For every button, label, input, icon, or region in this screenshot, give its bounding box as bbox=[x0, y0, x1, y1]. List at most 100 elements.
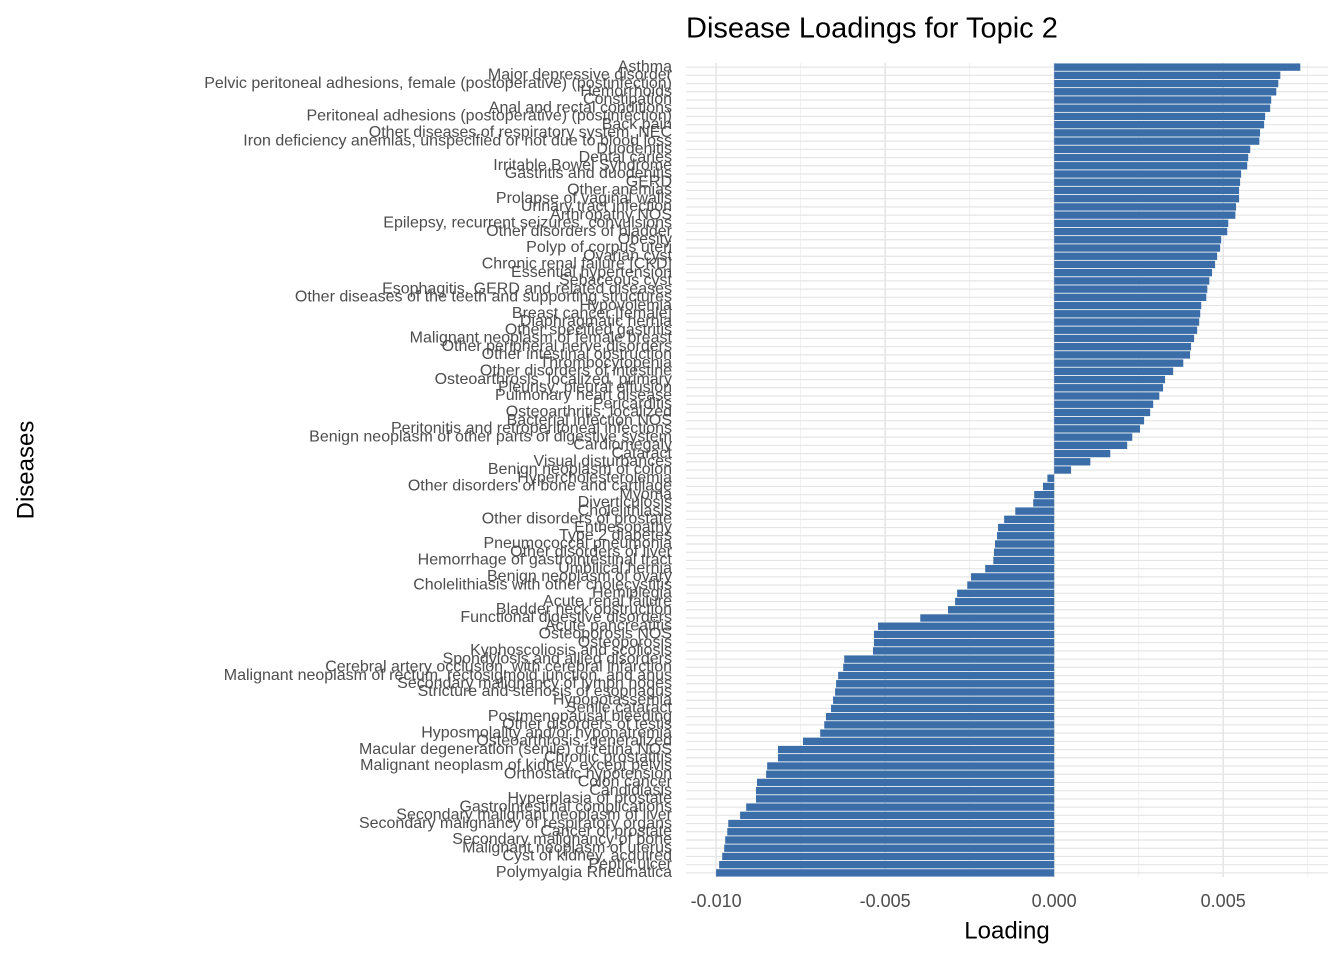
bar bbox=[724, 844, 1055, 852]
bar bbox=[878, 622, 1055, 630]
bar bbox=[1054, 334, 1195, 343]
y-tick-label: Umbilical hernia bbox=[558, 560, 672, 577]
bar bbox=[955, 597, 1055, 606]
y-tick-label: Malignant neoplasm of uterus bbox=[462, 839, 672, 856]
y-tick-label: Cancer of prostate bbox=[540, 823, 672, 840]
y-tick-label: Secondary malignancy of lymph nodes bbox=[397, 675, 672, 692]
bar bbox=[755, 795, 1055, 803]
y-tick-label: Secondary malignancy of bone bbox=[452, 831, 672, 848]
bar bbox=[767, 762, 1055, 770]
bar bbox=[1054, 96, 1272, 104]
y-tick-label: Acute renal failure bbox=[543, 593, 672, 610]
y-tick-label: Benign neoplasm of colon bbox=[488, 461, 672, 478]
y-tick-label: Other disorders of liver bbox=[510, 543, 673, 560]
bar bbox=[1054, 449, 1111, 458]
y-tick-label: Benign neoplasm of ovary bbox=[487, 568, 672, 585]
bar bbox=[1054, 71, 1281, 80]
y-tick-label: Malignant neoplasm of rectum, rectosigmo… bbox=[224, 667, 672, 684]
bar bbox=[838, 671, 1055, 680]
y-tick-label: Chronic renal failure [CKD] bbox=[482, 256, 672, 273]
chart-title: Disease Loadings for Topic 2 bbox=[686, 13, 1058, 45]
bar bbox=[1004, 515, 1055, 524]
y-tick-label: Candidiasis bbox=[589, 782, 672, 799]
bar bbox=[1054, 145, 1251, 154]
y-tick-label: Myoma bbox=[620, 486, 673, 503]
y-tick-label: Hemorrhage of gastrointestinal tract bbox=[418, 552, 673, 569]
x-tick-label: 0.005 bbox=[1201, 891, 1246, 911]
y-tick-label: Chronic prostatitis bbox=[544, 749, 672, 766]
bar bbox=[993, 556, 1055, 565]
y-tick-label: Osteoporosis bbox=[578, 634, 672, 651]
y-tick-label: Benign neoplasm of other parts of digest… bbox=[309, 428, 672, 445]
y-tick-label: Other disorders of prostate bbox=[482, 511, 672, 528]
bar bbox=[1054, 227, 1228, 236]
y-tick-label: Malignant neoplasm of kidney, except pel… bbox=[360, 757, 672, 774]
y-tick-label: Colon cancer bbox=[578, 774, 673, 791]
bar bbox=[1054, 211, 1236, 219]
bar bbox=[740, 811, 1055, 820]
bar bbox=[766, 770, 1055, 778]
bar bbox=[1033, 499, 1055, 507]
y-tick-label: Other disorders of bone and cartilage bbox=[408, 478, 672, 495]
y-tick-label: Other peripheral nerve disorders bbox=[442, 338, 672, 355]
bar bbox=[1047, 474, 1055, 482]
bar bbox=[844, 655, 1055, 663]
bar bbox=[1054, 458, 1091, 466]
y-tick-label: Other anemias bbox=[567, 182, 672, 199]
y-tick-label: Bladder neck obstruction bbox=[496, 601, 672, 618]
y-tick-label: Sebaceous cyst bbox=[559, 272, 673, 289]
bar bbox=[1054, 236, 1222, 244]
y-tick-label: Esophagitis, GERD and related diseases bbox=[382, 280, 672, 297]
y-tick-label: Iron deficiency anemias, unspecified or … bbox=[243, 132, 672, 149]
bar bbox=[746, 803, 1055, 811]
y-tick-label: Osteoarthritis; localized bbox=[506, 404, 672, 421]
y-tick-label: Polymyalgia Rheumatica bbox=[496, 864, 672, 881]
bar bbox=[1034, 490, 1055, 499]
y-tick-label: Secondary malignancy of respiratory orga… bbox=[359, 815, 672, 832]
x-tick-label: -0.005 bbox=[860, 891, 911, 911]
y-tick-label: Hyposmolality and/or hyponatremia bbox=[421, 724, 672, 741]
bar bbox=[728, 819, 1055, 828]
y-tick-label: Other disorders of bladder bbox=[486, 223, 673, 240]
bar bbox=[873, 638, 1055, 647]
y-tick-label: Asthma bbox=[618, 58, 672, 75]
bar bbox=[1054, 384, 1164, 392]
y-tick-label: Functional digestive disorders bbox=[460, 609, 672, 626]
bar bbox=[1054, 104, 1271, 112]
y-tick-label: Epilepsy, recurrent seizures, convulsion… bbox=[383, 215, 672, 232]
y-axis-title: Diseases bbox=[12, 421, 39, 520]
y-tick-label: Pelvic peritoneal adhesions, female (pos… bbox=[204, 75, 672, 92]
x-tick-label: -0.010 bbox=[691, 891, 742, 911]
y-tick-label: Malignant neoplasm of female breast bbox=[410, 330, 673, 347]
bar bbox=[756, 778, 1055, 787]
y-tick-label: Hemorrhoids bbox=[580, 83, 672, 100]
bar bbox=[1054, 63, 1301, 71]
y-tick-label: Cholelithiasis bbox=[578, 502, 672, 519]
y-tick-label: Hyperplasia of prostate bbox=[507, 790, 672, 807]
bar bbox=[1054, 153, 1249, 162]
y-tick-label: Gastritis and duodenitis bbox=[505, 165, 672, 182]
bar bbox=[1054, 408, 1151, 417]
bar bbox=[755, 786, 1055, 795]
y-tick-label: Pneumococcal pneumonia bbox=[483, 535, 672, 552]
bar bbox=[1054, 162, 1248, 170]
x-tick-label: 0.000 bbox=[1032, 891, 1077, 911]
y-tick-label: Peritoneal adhesions (postoperative) (po… bbox=[306, 108, 672, 125]
bar bbox=[1054, 318, 1200, 326]
bar bbox=[1054, 416, 1145, 425]
bar bbox=[725, 836, 1055, 844]
bar bbox=[1054, 367, 1174, 376]
y-tick-label: Other disorders of intestine bbox=[480, 363, 672, 380]
bar bbox=[1054, 326, 1198, 334]
bar bbox=[777, 745, 1055, 754]
bar bbox=[1054, 194, 1240, 203]
bar bbox=[1054, 79, 1279, 88]
bar bbox=[1015, 507, 1055, 515]
y-tick-label: GERD bbox=[626, 173, 672, 190]
bar bbox=[1054, 178, 1241, 186]
y-tick-label: Other specified gastritis bbox=[505, 321, 672, 338]
y-tick-label: Ovarian cyst bbox=[583, 247, 672, 264]
y-tick-label: Other diseases of respiratory system, NE… bbox=[369, 124, 672, 141]
bar bbox=[1054, 441, 1128, 450]
